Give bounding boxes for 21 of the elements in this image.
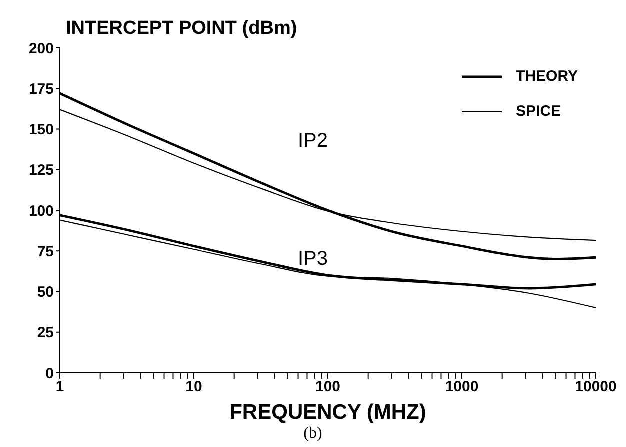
y-tick-label: 75 (37, 243, 54, 260)
y-tick-label: 100 (28, 202, 54, 220)
y-tick-label: 200 (28, 40, 54, 58)
y-tick-label: 50 (37, 284, 54, 302)
x-tick-label: 100 (315, 378, 341, 396)
legend-label: THEORY (516, 68, 578, 85)
chart-title: INTERCEPT POINT (dBm) (66, 18, 298, 40)
y-tick-label: 0 (46, 365, 54, 382)
x-tick-label: 10 (186, 378, 202, 396)
legend-label: SPICE (516, 103, 562, 120)
x-tick-label: 10000 (575, 378, 617, 396)
x-tick-label: 1 (56, 378, 64, 396)
annotation: IP3 (298, 248, 328, 271)
y-tick-label: 150 (28, 122, 54, 139)
text: (b) (302, 425, 324, 443)
y-tick-label: 25 (37, 324, 54, 342)
x-axis-title: FREQUENCY (MHZ) (228, 401, 428, 425)
y-tick-label: 125 (28, 162, 54, 180)
y-tick-label: 175 (28, 80, 54, 98)
annotation: IP2 (298, 130, 328, 153)
x-tick-label: 1000 (445, 378, 479, 396)
